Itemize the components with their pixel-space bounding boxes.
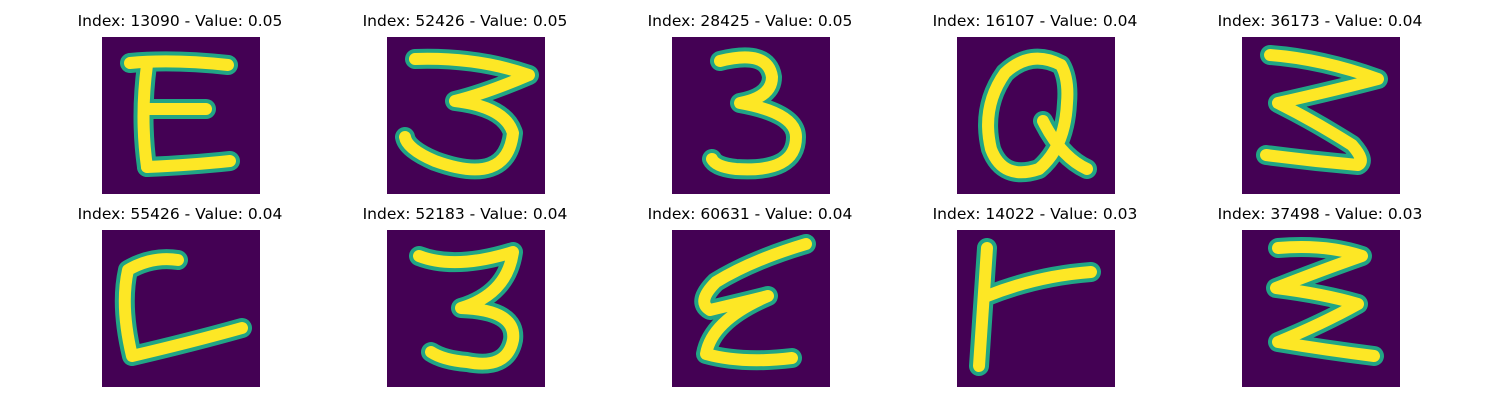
grid-cell-4: Index: 16107 - Value: 0.04 [905,9,1165,194]
handwritten-3-icon [1242,230,1400,387]
handwritten-3-icon [387,37,545,194]
grid-cell-6: Index: 55426 - Value: 0.04 [50,202,310,387]
cell-title: Index: 37498 - Value: 0.03 [1217,205,1423,223]
cell-title: Index: 13090 - Value: 0.05 [77,12,283,30]
grid-cell-2: Index: 52426 - Value: 0.05 [335,9,595,194]
grid-cell-7: Index: 52183 - Value: 0.04 [335,202,595,387]
cell-title: Index: 28425 - Value: 0.05 [647,12,853,30]
handwritten-3-icon [672,37,830,194]
grid-cell-5: Index: 36173 - Value: 0.04 [1190,9,1450,194]
grid-cell-8: Index: 60631 - Value: 0.04 [620,202,880,387]
cell-title: Index: 52183 - Value: 0.04 [362,205,568,223]
grid-cell-3: Index: 28425 - Value: 0.05 [620,9,880,194]
grid-cell-1: Index: 13090 - Value: 0.05 [50,9,310,194]
handwritten-E-icon [102,37,260,194]
handwritten-Q-icon [957,37,1115,194]
grid-cell-10: Index: 37498 - Value: 0.03 [1190,202,1450,387]
handwritten-3-icon [1242,37,1400,194]
cell-title: Index: 14022 - Value: 0.03 [932,205,1138,223]
handwritten-r-icon [957,230,1115,387]
cell-title: Index: 55426 - Value: 0.04 [77,205,283,223]
grid-cell-9: Index: 14022 - Value: 0.03 [905,202,1165,387]
cell-title: Index: 60631 - Value: 0.04 [647,205,853,223]
cell-title: Index: 36173 - Value: 0.04 [1217,12,1423,30]
cell-title: Index: 16107 - Value: 0.04 [932,12,1138,30]
cell-title: Index: 52426 - Value: 0.05 [362,12,568,30]
handwritten-E-icon [672,230,830,387]
handwritten-3-icon [387,230,545,387]
handwritten-L-icon [102,230,260,387]
